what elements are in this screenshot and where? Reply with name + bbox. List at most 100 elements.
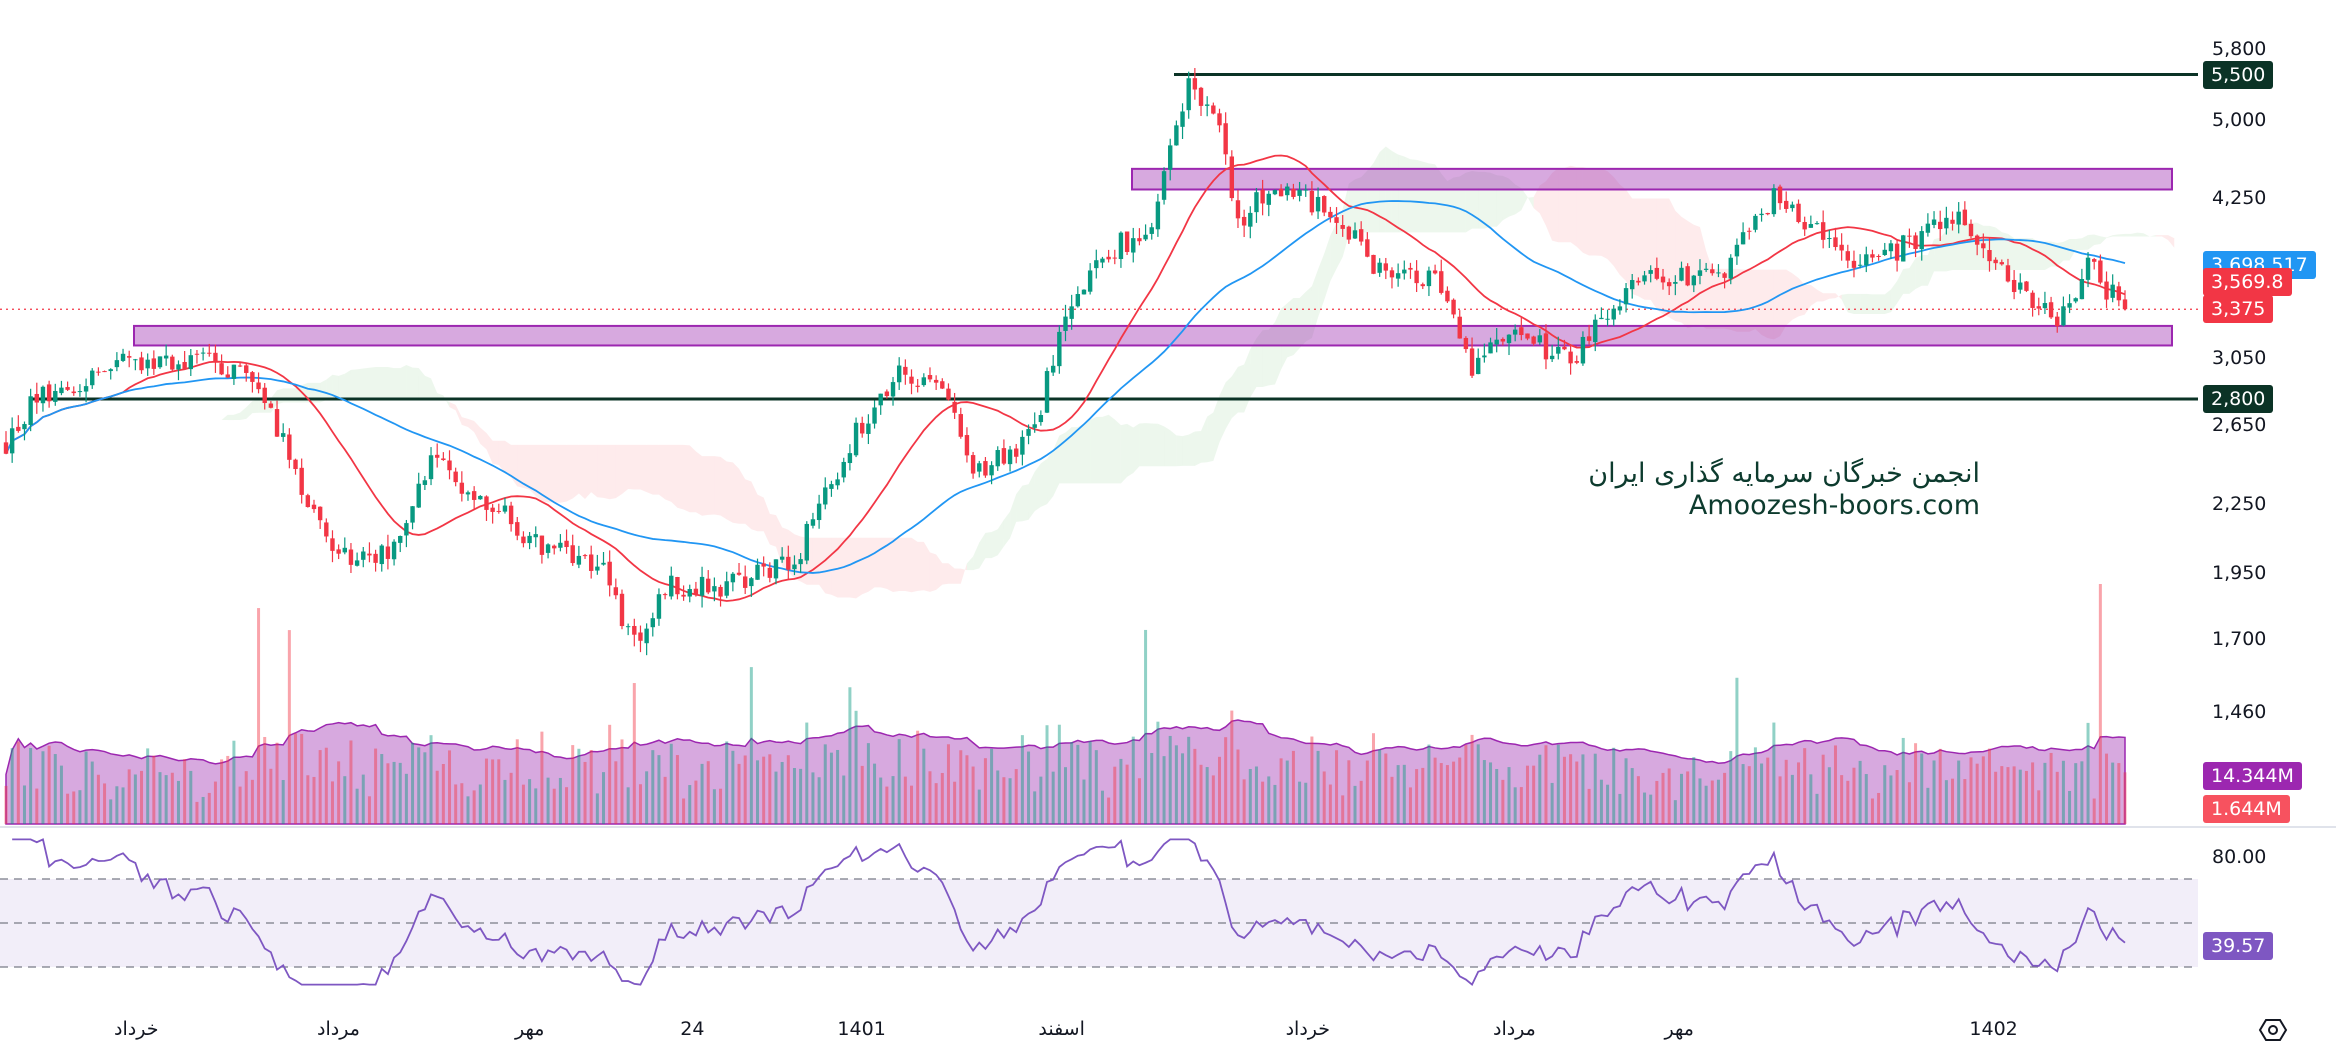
candle bbox=[1168, 138, 1173, 181]
candle bbox=[1457, 310, 1462, 339]
cloud-segment bbox=[911, 537, 918, 593]
cloud-segment bbox=[591, 444, 598, 498]
candle bbox=[213, 344, 218, 373]
candle-body bbox=[810, 519, 816, 526]
candle bbox=[1962, 201, 1968, 226]
volume-bar bbox=[29, 747, 33, 824]
candle bbox=[730, 572, 736, 592]
candle-body bbox=[1309, 190, 1315, 213]
candle-body bbox=[1993, 259, 1998, 264]
candle bbox=[687, 584, 692, 603]
cloud-segment bbox=[2106, 235, 2113, 239]
volume-bar bbox=[361, 774, 365, 824]
candle-body bbox=[650, 618, 655, 628]
volume-bar bbox=[2086, 722, 2090, 824]
volume-bar bbox=[2080, 761, 2084, 824]
candle-body bbox=[1168, 145, 1173, 170]
cloud-segment bbox=[868, 537, 875, 592]
candle-body bbox=[804, 523, 809, 561]
candle-body bbox=[1488, 342, 1493, 354]
candle bbox=[1531, 335, 1536, 346]
volume-bar bbox=[546, 777, 550, 824]
candle bbox=[539, 535, 545, 564]
candle bbox=[952, 392, 957, 419]
volume-bar bbox=[774, 771, 778, 824]
cloud-segment bbox=[1866, 293, 1873, 315]
cloud-segment bbox=[609, 444, 616, 500]
candle-body bbox=[1297, 189, 1302, 196]
candle bbox=[829, 480, 834, 497]
candle-body bbox=[552, 545, 557, 549]
volume-bar bbox=[1581, 754, 1585, 824]
cloud-segment bbox=[2081, 234, 2089, 251]
cloud-segment bbox=[2143, 233, 2150, 237]
candle bbox=[835, 472, 840, 490]
candle bbox=[1864, 246, 1869, 273]
candle-body bbox=[1346, 226, 1352, 240]
cloud-segment bbox=[1373, 152, 1380, 233]
candle bbox=[145, 353, 150, 376]
volume-bar bbox=[940, 772, 944, 824]
volume-bar bbox=[133, 774, 137, 824]
candle bbox=[995, 446, 1000, 471]
volume-bar bbox=[152, 755, 156, 824]
candle bbox=[1808, 215, 1814, 228]
candle-body bbox=[1691, 275, 1697, 286]
cloud-segment bbox=[566, 444, 573, 502]
candle-body bbox=[1845, 251, 1851, 261]
volume-bar bbox=[725, 741, 729, 824]
candle-body bbox=[1143, 234, 1148, 240]
candle bbox=[65, 381, 70, 392]
chart-settings-icon[interactable] bbox=[2258, 1017, 2288, 1043]
cloud-segment bbox=[1484, 171, 1491, 229]
candle-body bbox=[1796, 203, 1801, 223]
cloud-segment bbox=[1299, 291, 1306, 349]
volume-bar bbox=[1285, 760, 1289, 824]
candle-body bbox=[1389, 270, 1395, 278]
candle bbox=[2110, 274, 2115, 303]
candle-body bbox=[595, 566, 600, 571]
candle bbox=[940, 378, 945, 390]
volume-bar bbox=[1797, 762, 1801, 824]
candle-body bbox=[2092, 259, 2097, 262]
candle bbox=[1192, 68, 1198, 100]
candle-body bbox=[816, 503, 822, 521]
candle-body bbox=[662, 594, 668, 596]
price-tick: 2,650 bbox=[2212, 414, 2267, 437]
price-tag: 5,500 bbox=[2203, 60, 2274, 89]
candle-body bbox=[361, 551, 366, 560]
candle-body bbox=[564, 540, 569, 548]
cloud-segment bbox=[369, 366, 376, 400]
candle bbox=[644, 623, 649, 656]
candle-body bbox=[1198, 87, 1204, 106]
candle-body bbox=[681, 594, 686, 597]
volume-bar bbox=[1242, 779, 1246, 824]
candle bbox=[1500, 337, 1506, 346]
volume-bar bbox=[1427, 744, 1431, 824]
cloud-segment bbox=[344, 369, 351, 401]
candle bbox=[40, 385, 46, 412]
cloud-segment bbox=[1176, 435, 1183, 467]
candle-body bbox=[1703, 268, 1709, 270]
candle bbox=[1365, 232, 1370, 258]
cloud-segment bbox=[1034, 463, 1041, 512]
candle bbox=[619, 589, 625, 630]
candle bbox=[2092, 257, 2097, 270]
candle bbox=[1851, 250, 1857, 278]
volume-bar bbox=[121, 787, 125, 824]
candle-body bbox=[1235, 200, 1241, 219]
candle-body bbox=[1814, 223, 1820, 225]
candle bbox=[250, 370, 255, 393]
candle-body bbox=[1069, 306, 1074, 319]
candle-body bbox=[1697, 270, 1703, 276]
price-tick: 5,800 bbox=[2212, 38, 2267, 60]
volume-bar bbox=[1187, 736, 1191, 824]
candle bbox=[1827, 230, 1832, 248]
candle-body bbox=[767, 567, 773, 578]
cloud-segment bbox=[862, 537, 869, 595]
candle-body bbox=[348, 549, 354, 565]
volume-bar bbox=[1938, 748, 1942, 824]
candle-body bbox=[293, 459, 298, 470]
candle-body bbox=[2098, 260, 2103, 283]
